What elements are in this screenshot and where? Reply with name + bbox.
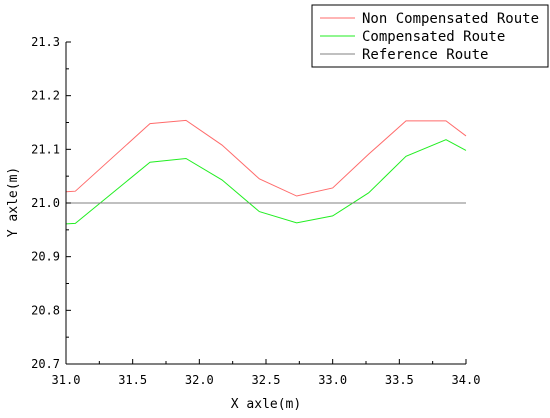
legend-label-1: Compensated Route <box>362 29 505 45</box>
x-tick-label: 34.0 <box>452 373 481 387</box>
x-tick-label: 32.5 <box>252 373 281 387</box>
legend-label-0: Non Compensated Route <box>362 11 539 27</box>
x-tick-label: 31.5 <box>118 373 147 387</box>
tick-labels: 31.0 31.5 32.0 32.5 33.0 33.5 34.0 20.7 20.8 20.9… <box>31 35 480 387</box>
y-tick-label: 20.7 <box>31 357 60 371</box>
y-axis-title: Y axle(m) <box>6 167 21 237</box>
y-tick-label: 21.0 <box>31 196 60 210</box>
y-tick-label: 21.3 <box>31 35 60 49</box>
y-tick-label: 20.8 <box>31 303 60 317</box>
x-tick-label: 33.5 <box>385 373 414 387</box>
y-tick-label: 20.9 <box>31 250 60 264</box>
series-line-1 <box>65 139 467 225</box>
axes <box>65 41 467 365</box>
x-tick-label: 32.0 <box>185 373 214 387</box>
x-axis-title: X axle(m) <box>231 397 301 412</box>
plot-lines <box>65 119 467 225</box>
x-tick-label: 31.0 <box>52 373 81 387</box>
y-tick-label: 21.1 <box>31 142 60 156</box>
x-tick-label: 33.0 <box>318 373 347 387</box>
series-line-0 <box>65 119 467 197</box>
legend-label-2: Reference Route <box>362 47 488 63</box>
legend: Non Compensated Route Compensated Route Re… <box>311 4 549 68</box>
y-tick-label: 21.2 <box>31 89 60 103</box>
